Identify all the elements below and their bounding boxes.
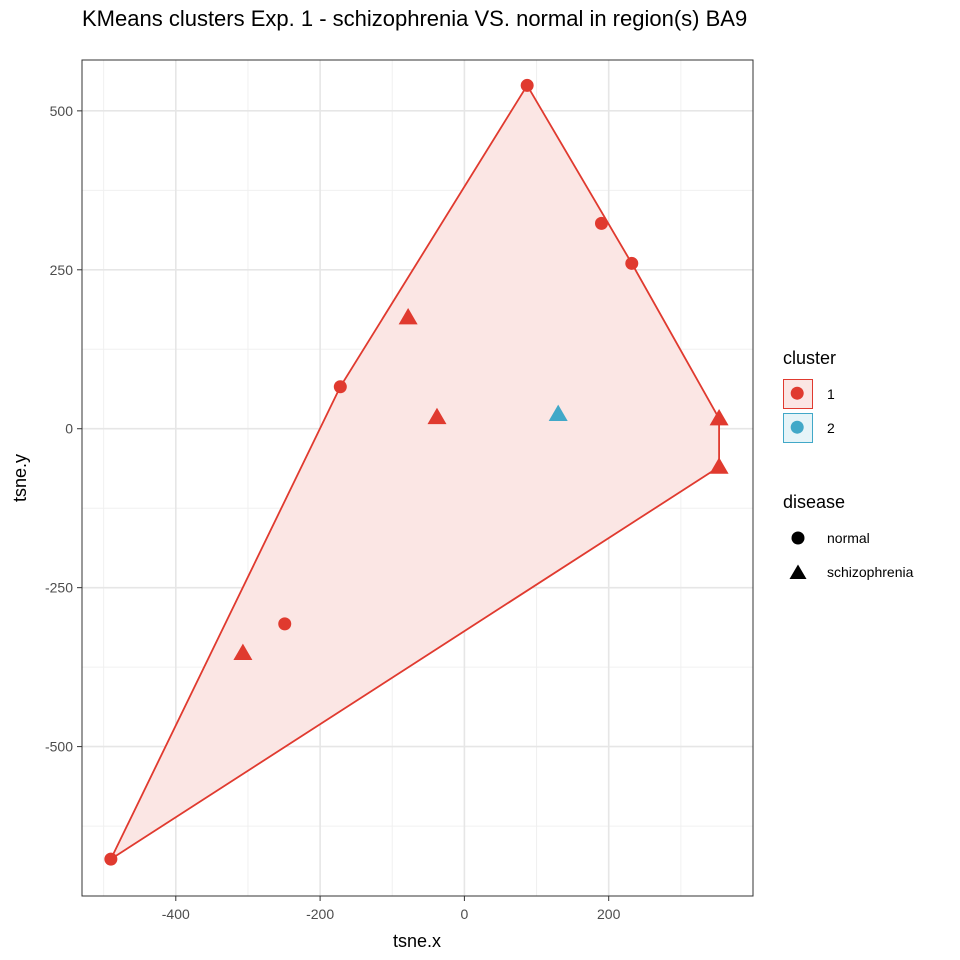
point-schizophrenia (709, 409, 729, 426)
y-tick-label: -250 (45, 580, 73, 596)
cluster-2-key (783, 413, 813, 443)
cluster-legend-item: 2 (783, 411, 836, 445)
circle-icon (790, 386, 804, 400)
point-schizophrenia (709, 457, 729, 474)
disease-legend: disease normal schizophrenia (783, 492, 913, 589)
disease-legend-item: normal (783, 521, 913, 555)
triangle-icon (783, 557, 813, 587)
cluster-key-swatch (790, 420, 804, 434)
chart-title: KMeans clusters Exp. 1 - schizophrenia V… (82, 6, 748, 31)
cluster-2-label: 2 (827, 420, 835, 436)
axis-ticks: -400 -200 0 200 -500 -250 0 250 500 (45, 103, 621, 922)
cluster-legend-title: cluster (783, 348, 837, 368)
x-tick-label: -200 (306, 906, 334, 922)
point-schizophrenia (233, 643, 253, 660)
point-normal (333, 380, 347, 394)
disease-schizophrenia-label: schizophrenia (827, 564, 914, 580)
point-normal (278, 617, 292, 631)
circle-icon (783, 523, 813, 553)
disease-legend-item: schizophrenia (783, 555, 913, 589)
x-tick-label: -400 (162, 906, 190, 922)
y-tick-label: 0 (65, 421, 73, 437)
y-tick-label: -500 (45, 739, 73, 755)
point-schizophrenia (548, 404, 568, 421)
y-tick-label: 250 (50, 262, 74, 278)
y-axis-label: tsne.y (10, 454, 30, 502)
data-points (104, 78, 729, 866)
point-schizophrenia (427, 407, 447, 425)
x-tick-label: 200 (597, 906, 621, 922)
x-axis-label: tsne.x (393, 931, 441, 951)
y-tick-label: 500 (50, 103, 74, 119)
cluster-key-swatch (790, 386, 804, 400)
x-tick-label: 0 (460, 906, 468, 922)
point-normal (520, 78, 534, 92)
point-normal (625, 256, 639, 270)
circle-icon (790, 420, 804, 434)
cluster-legend: cluster 1 2 (783, 348, 836, 445)
disease-legend-title: disease (783, 492, 846, 512)
cluster-legend-item: 1 (783, 377, 836, 411)
cluster-1-key (783, 379, 813, 409)
plot-border (81, 59, 754, 897)
point-schizophrenia (398, 307, 418, 325)
disease-normal-label: normal (827, 530, 870, 546)
point-normal (104, 852, 118, 866)
point-normal (594, 216, 608, 230)
cluster-1-label: 1 (827, 386, 835, 402)
